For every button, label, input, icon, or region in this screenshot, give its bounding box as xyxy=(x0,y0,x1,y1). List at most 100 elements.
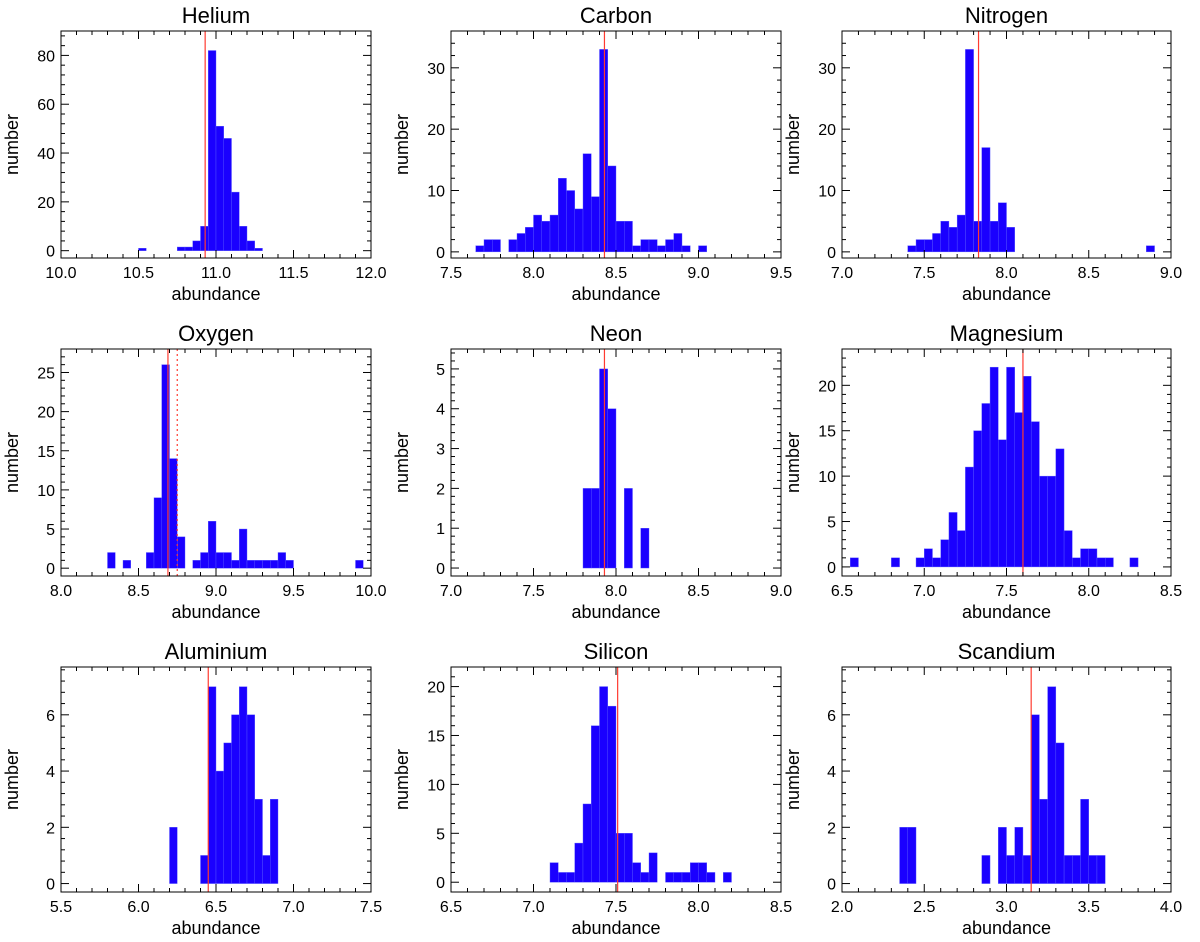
histogram-bar xyxy=(1006,855,1015,884)
histogram-bar xyxy=(973,430,983,568)
histogram-bar xyxy=(169,827,178,884)
panel-magnesium: 6.5 7.0 7.5 8.0 8.5 0 5 10 15 20 Magnesium abundanc… xyxy=(783,321,1182,622)
x-tick-label: 9.0 xyxy=(687,265,709,282)
histogram-bar xyxy=(706,872,716,883)
x-tick-label: 7.5 xyxy=(605,899,627,916)
histogram-bar xyxy=(246,714,255,884)
histogram-bar xyxy=(1096,557,1106,568)
histogram-bar xyxy=(483,239,493,253)
histogram-bar xyxy=(989,366,999,568)
histogram-bar xyxy=(254,560,263,569)
histogram-bar xyxy=(665,872,674,883)
histogram-bar xyxy=(231,560,240,569)
histogram-bar xyxy=(1072,557,1081,568)
histogram-bar xyxy=(270,798,279,884)
y-tick-label: 20 xyxy=(427,122,445,139)
histogram-bar xyxy=(566,190,575,253)
histogram-bar xyxy=(657,245,666,253)
y-tick-label: 20 xyxy=(427,680,445,697)
histogram-bar xyxy=(508,239,518,253)
histogram-bar xyxy=(1022,855,1032,884)
histogram-bar xyxy=(1047,686,1057,884)
histogram-bar xyxy=(1022,376,1032,568)
y-axis-label: number xyxy=(783,432,803,493)
histogram-bar xyxy=(681,245,691,253)
histogram-bar xyxy=(582,153,592,253)
x-tick-label: 7.0 xyxy=(522,899,544,916)
histogram-bar xyxy=(1006,366,1015,568)
histogram-bar xyxy=(475,245,485,253)
histogram-bar xyxy=(215,125,224,251)
histogram-bar xyxy=(915,557,925,568)
chart-title: Silicon xyxy=(584,639,649,664)
x-tick-label: 7.5 xyxy=(360,899,382,916)
histogram-bar xyxy=(1006,227,1015,253)
x-axis-label: abundance xyxy=(571,284,660,304)
chart-title: Oxygen xyxy=(178,321,254,346)
x-tick-label: 12.0 xyxy=(355,265,386,282)
histogram-bar xyxy=(192,560,201,569)
histogram-bar xyxy=(981,855,991,884)
histogram-bar xyxy=(549,862,559,883)
histogram-bar xyxy=(246,240,255,251)
histogram-bar xyxy=(690,862,699,883)
x-tick-label: 7.0 xyxy=(831,265,853,282)
histogram-bar xyxy=(246,560,255,569)
histogram-bar xyxy=(208,686,217,884)
y-tick-label: 5 xyxy=(436,826,445,843)
histogram-bar xyxy=(239,226,248,251)
histogram-bar xyxy=(177,246,186,251)
histogram-bar xyxy=(607,165,617,253)
histogram-bar xyxy=(1063,530,1073,568)
histogram-bar xyxy=(940,539,950,568)
histogram-bar xyxy=(632,245,641,253)
histogram-bar xyxy=(1146,245,1155,253)
chart-title: Neon xyxy=(590,321,643,346)
histogram-bar xyxy=(492,239,501,253)
chart-title: Scandium xyxy=(958,639,1056,664)
x-tick-label: 8.0 xyxy=(50,583,72,600)
x-axis-label: abundance xyxy=(571,918,660,938)
x-tick-label: 8.5 xyxy=(770,899,792,916)
histogram-bar xyxy=(107,552,116,569)
x-tick-label: 8.0 xyxy=(687,899,709,916)
histogram-bar xyxy=(932,233,941,253)
histogram-bar xyxy=(907,827,917,884)
histogram-bar xyxy=(891,557,900,568)
x-tick-label: 8.5 xyxy=(127,583,149,600)
y-axis-label: number xyxy=(392,114,412,175)
x-tick-label: 7.5 xyxy=(995,583,1017,600)
histogram-bar xyxy=(899,827,909,884)
histogram-bar xyxy=(599,49,608,253)
x-tick-label: 9.5 xyxy=(770,265,792,282)
x-tick-label: 6.0 xyxy=(127,899,149,916)
x-tick-label: 2.5 xyxy=(913,899,935,916)
panel-silicon: 6.5 7.0 7.5 8.0 8.5 0 5 10 15 20 Silicon abundance n… xyxy=(392,639,792,938)
x-tick-label: 5.5 xyxy=(50,899,72,916)
x-axis-label: abundance xyxy=(171,918,260,938)
histogram-bar xyxy=(1088,548,1098,568)
panel-scandium: 2.0 2.5 3.0 3.5 4.0 0 2 4 6 Scandium abundance numb… xyxy=(783,639,1182,938)
y-tick-label: 20 xyxy=(37,195,55,212)
y-tick-label: 2 xyxy=(46,820,55,837)
panel-oxygen: 8.0 8.5 9.0 9.5 10.0 0 5 10 15 20 25 Oxygen abundanc… xyxy=(2,321,387,622)
histogram-bar xyxy=(215,552,224,569)
x-tick-label: 7.0 xyxy=(913,583,935,600)
histogram-bar xyxy=(200,552,209,569)
y-tick-label: 0 xyxy=(436,561,445,578)
y-axis-label: number xyxy=(783,749,803,810)
y-tick-label: 40 xyxy=(37,146,55,163)
x-tick-label: 9.5 xyxy=(282,583,304,600)
histogram-bar xyxy=(673,233,683,253)
histogram-bar xyxy=(965,466,974,568)
histogram-bar xyxy=(270,560,279,569)
histogram-bar xyxy=(200,855,209,884)
y-tick-label: 20 xyxy=(818,122,836,139)
histogram-bar xyxy=(599,368,608,569)
x-tick-label: 10.0 xyxy=(355,583,386,600)
y-axis-label: number xyxy=(392,749,412,810)
panel-aluminium: 5.5 6.0 6.5 7.0 7.5 0 2 4 6 Aluminium abundance num… xyxy=(2,639,382,938)
histogram-bar xyxy=(574,842,584,883)
y-axis-label: number xyxy=(392,432,412,493)
histogram-bar xyxy=(1080,798,1089,884)
